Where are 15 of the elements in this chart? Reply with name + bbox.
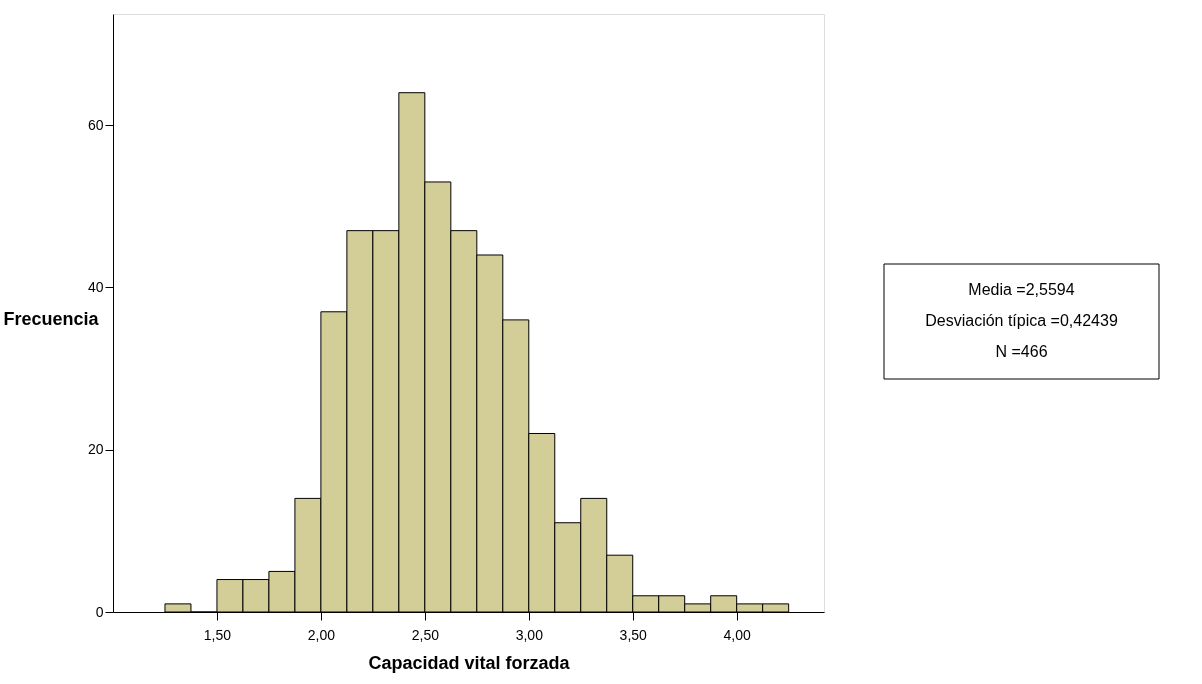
x-tick-label: 2,50 (411, 626, 440, 643)
text: N =466 (995, 343, 1048, 360)
x-tick-label: 3,50 (619, 626, 648, 643)
y-tick-label: 40 (87, 278, 104, 295)
x-tick-label: 3,00 (515, 626, 544, 643)
y-tick-label: 60 (87, 116, 104, 133)
text: Desviación típica =0,42439 (925, 312, 1118, 329)
y-tick-label: 0 (95, 603, 104, 620)
x-tick-label: 1,50 (203, 626, 232, 643)
x-axis-title: Capacidad vital forzada (368, 652, 571, 673)
x-tick-label: 2,00 (307, 626, 336, 643)
y-tick-label: 20 (87, 441, 104, 458)
x-tick-label: 4,00 (723, 626, 752, 643)
text: Media =2,5594 (968, 281, 1075, 298)
y-axis-title: Frecuencia (3, 308, 100, 329)
